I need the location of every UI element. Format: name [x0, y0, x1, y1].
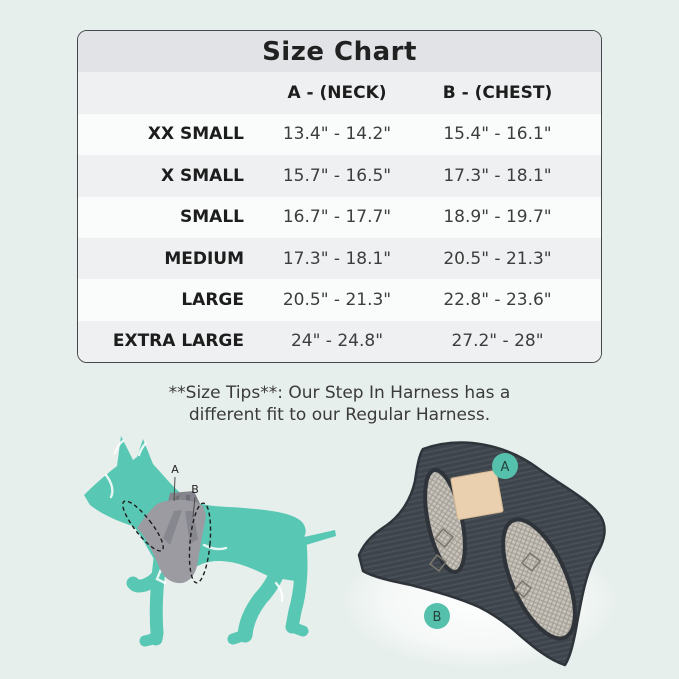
size-cell: SMALL — [180, 207, 244, 228]
chest-cell: 18.9" - 19.7" — [443, 207, 552, 228]
table-row: SMALL 16.7" - 17.7" 18.9" - 19.7" — [78, 196, 601, 238]
neck-cell: 16.7" - 17.7" — [282, 207, 392, 228]
table-row: LARGE 20.5" - 21.3" 22.8" - 23.6" — [78, 279, 601, 321]
chest-cell: 20.5" - 21.3" — [443, 248, 552, 269]
column-header-row: A - (NECK) B - (CHEST) — [78, 72, 601, 114]
table-row: X SMALL 15.7" - 16.5" 17.3" - 18.1" — [78, 155, 601, 197]
photo-badges: A B — [424, 453, 518, 629]
chest-cell: 22.8" - 23.6" — [443, 289, 552, 310]
mesh-armholes — [423, 468, 577, 641]
neck-cell: 13.4" - 14.2" — [282, 124, 392, 145]
neck-column-header: A - (NECK) — [287, 83, 387, 104]
table-row: EXTRA LARGE 24" - 24.8" 27.2" - 28" — [78, 320, 601, 362]
photo-badge-b: B — [433, 610, 442, 625]
neck-cell: 24" - 24.8" — [290, 331, 384, 352]
size-cell: EXTRA LARGE — [112, 331, 244, 352]
size-chart-table: Size Chart A - (NECK) B - (CHEST) XX SMA… — [77, 30, 602, 363]
badge-a-circle — [492, 453, 518, 479]
neck-cell: 17.3" - 18.1" — [282, 248, 392, 269]
chest-column-header: B - (CHEST) — [442, 83, 553, 104]
measurement-dashes — [122, 500, 212, 584]
brand-label — [450, 470, 504, 520]
neck-cell: 20.5" - 21.3" — [282, 289, 392, 310]
photo-badge-a: A — [501, 460, 510, 475]
diagram-callouts: A B — [171, 463, 199, 518]
chest-cell: 27.2" - 28" — [451, 331, 544, 352]
chest-cell: 17.3" - 18.1" — [443, 165, 552, 186]
size-chart-title: Size Chart — [78, 31, 601, 73]
table-row: MEDIUM 17.3" - 18.1" 20.5" - 21.3" — [78, 237, 601, 280]
neck-cell: 15.7" - 16.5" — [282, 165, 392, 186]
diagram-label-a: A — [171, 463, 179, 476]
dog-measurement-diagram: A B — [84, 436, 336, 647]
size-tips-line1: **Size Tips**: Our Step In Harness has a — [168, 383, 511, 403]
size-cell: X SMALL — [160, 165, 244, 186]
table-row: XX SMALL 13.4" - 14.2" 15.4" - 16.1" — [78, 113, 601, 156]
harness-photo: A B — [345, 441, 618, 669]
size-tips-note: **Size Tips**: Our Step In Harness has a… — [0, 382, 679, 426]
diagram-harness — [137, 491, 206, 584]
diagram-label-b: B — [191, 483, 199, 496]
size-tips-line2: different fit to our Regular Harness. — [188, 405, 491, 425]
size-cell: XX SMALL — [147, 124, 244, 145]
size-cell: MEDIUM — [164, 248, 244, 269]
measurement-figures: A B — [0, 433, 679, 673]
badge-b-circle — [424, 603, 450, 629]
dog-silhouette — [84, 436, 336, 647]
size-cell: LARGE — [181, 289, 244, 310]
chest-cell: 15.4" - 16.1" — [443, 124, 552, 145]
